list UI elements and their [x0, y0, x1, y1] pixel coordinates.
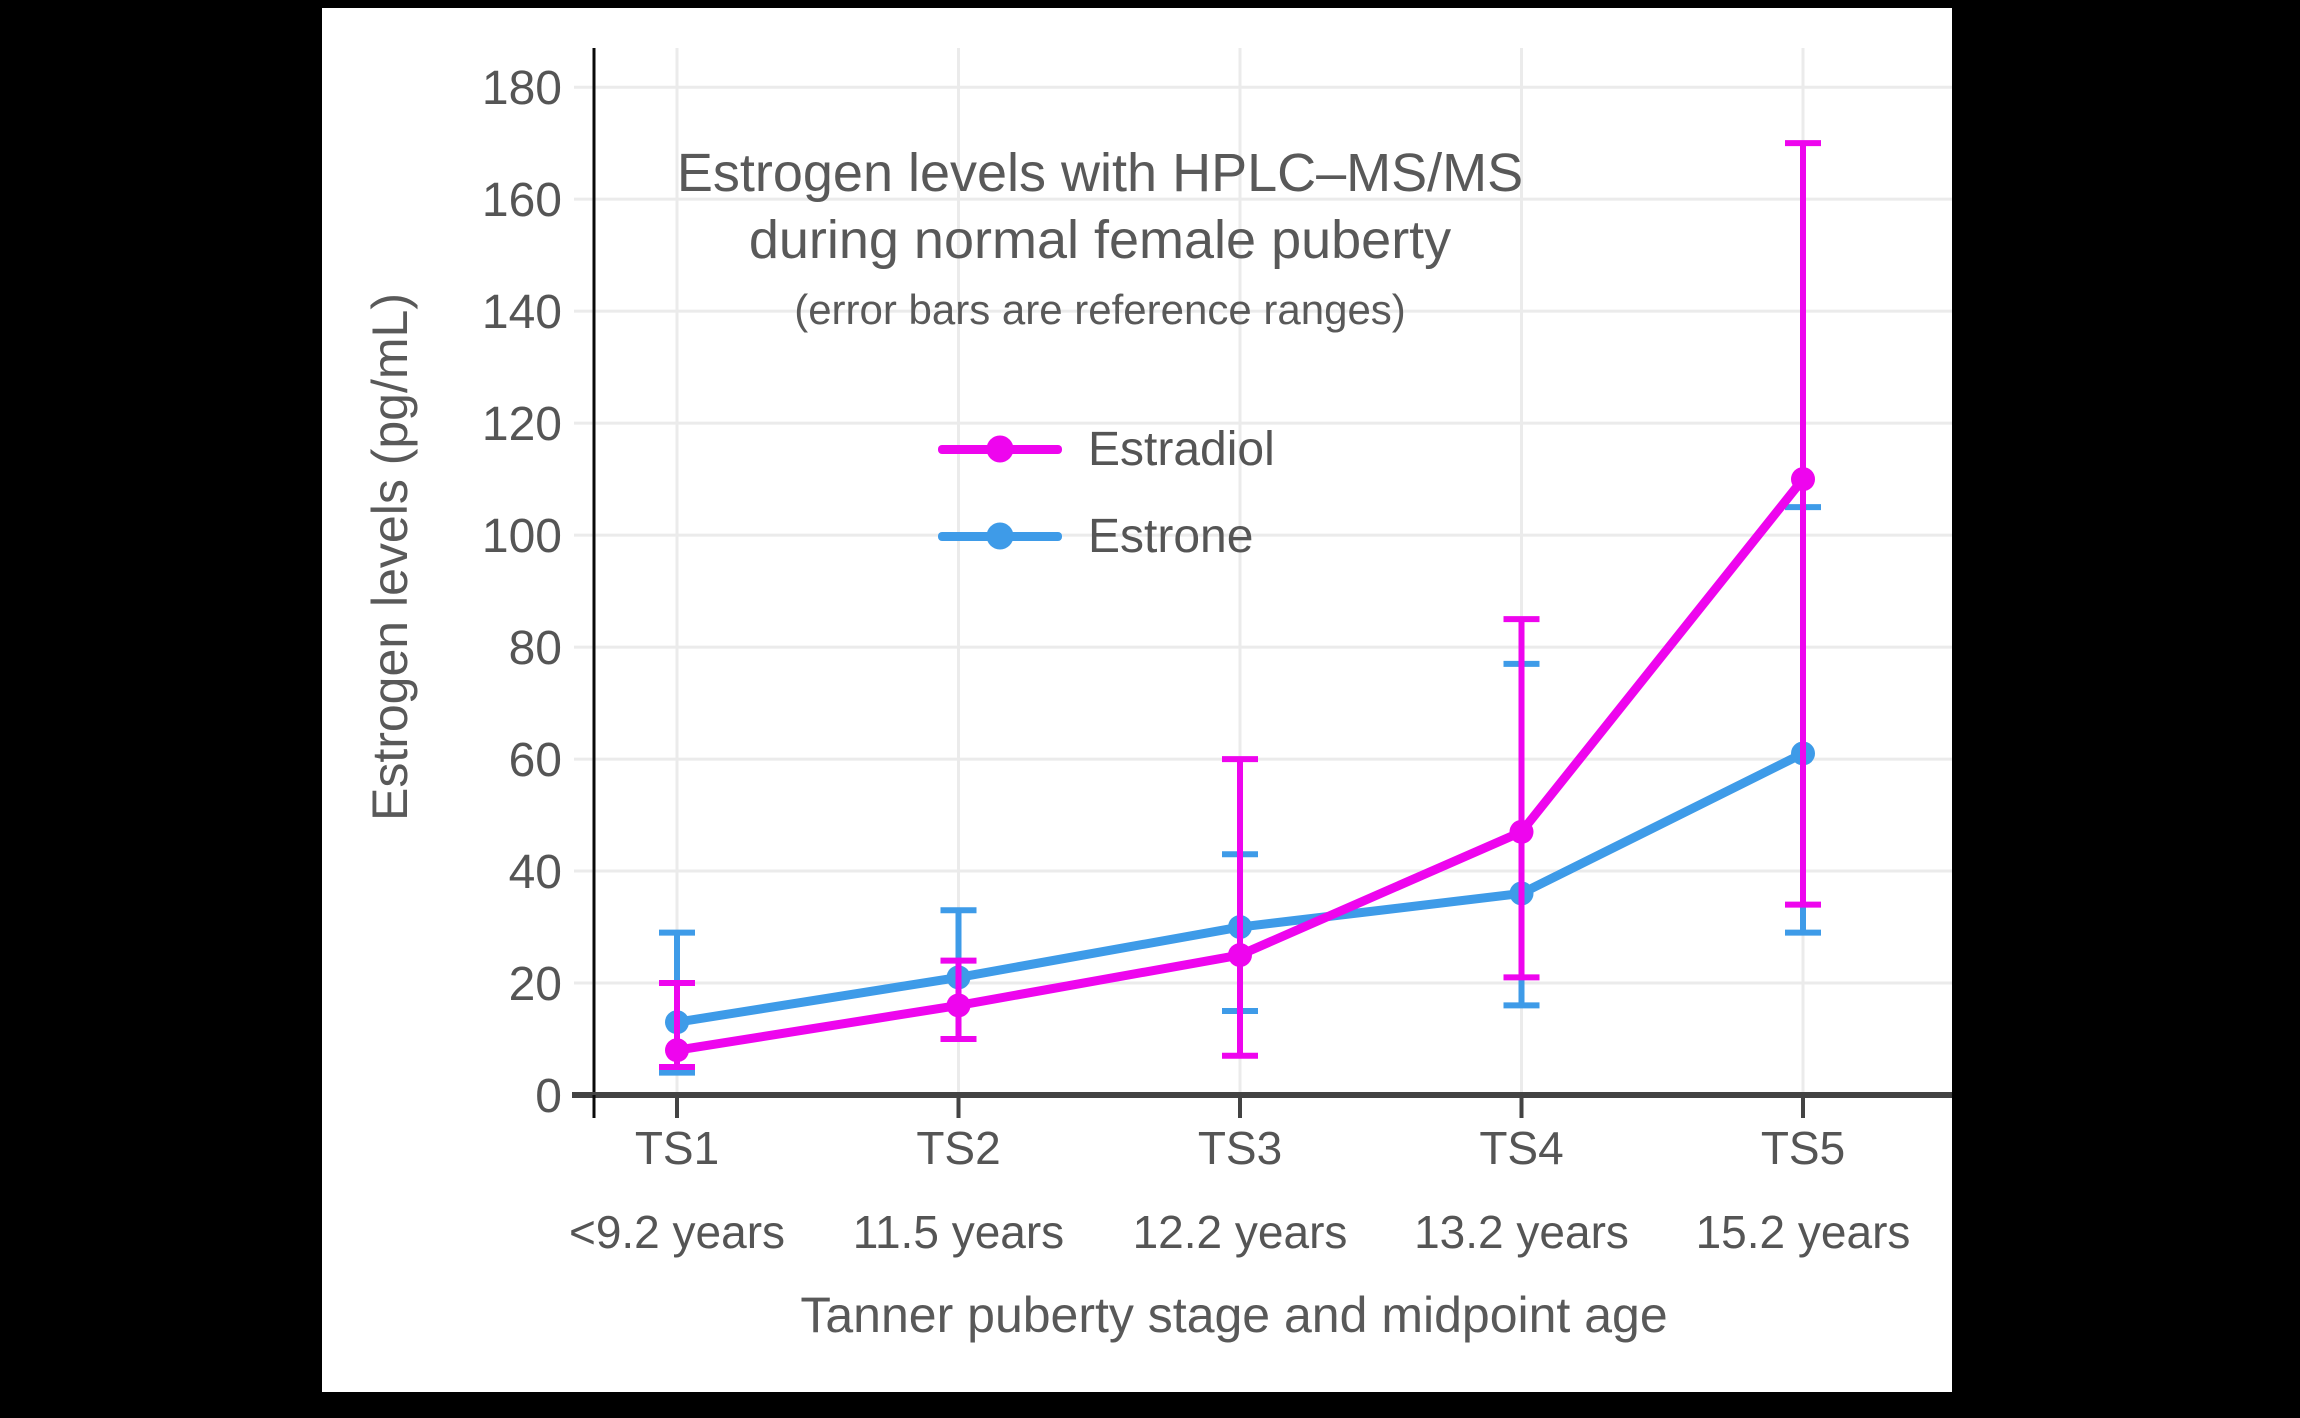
x-tick-label-age: 15.2 years [1696, 1206, 1911, 1258]
chart-title-line2: during normal female puberty [748, 210, 1452, 270]
x-tick-label-age: 11.5 years [853, 1206, 1064, 1258]
estradiol-point [1509, 819, 1534, 844]
y-tick-label: 140 [482, 286, 562, 339]
y-tick-label: 180 [482, 62, 562, 115]
y-tick-label: 20 [509, 958, 562, 1011]
chart-title: Estrogen levels with HPLC–MS/MS [676, 143, 1524, 203]
y-tick-label: 80 [509, 622, 562, 675]
y-tick-label: 40 [509, 846, 562, 899]
x-tick-label-stage: TS3 [1198, 1122, 1282, 1174]
legend-label-estradiol: Estradiol [1088, 422, 1275, 476]
chart-subtitle: (error bars are reference ranges) [794, 286, 1406, 333]
x-tick-label-stage: TS1 [635, 1122, 719, 1174]
legend-label-estrone: Estrone [1088, 509, 1254, 563]
y-tick-label: 120 [482, 398, 562, 451]
y-tick-label: 60 [509, 734, 562, 787]
legend-item-estradiol[interactable]: Estradiol [938, 418, 1275, 480]
estradiol-point [946, 993, 971, 1018]
estrone-marker-dot [986, 522, 1014, 550]
estradiol-marker-dot [986, 435, 1014, 463]
estradiol-line-swatch [938, 435, 1062, 463]
plot-svg: 0 20 40 60 80 100 120 140 160 180 TS1 <9.2 years TS2… [482, 48, 1952, 1258]
x-tick-label-stage: TS2 [916, 1122, 1000, 1174]
chart-panel: 0 20 40 60 80 100 120 140 160 180 TS1 <9.2 years TS2… [322, 8, 1952, 1392]
x-tick-label-age: 12.2 years [1133, 1206, 1348, 1258]
y-tick-label: 100 [482, 510, 562, 563]
estradiol-point [665, 1038, 689, 1063]
x-tick-label-age: <9.2 years [569, 1206, 785, 1258]
x-tick-label-age: 13.2 years [1414, 1206, 1629, 1258]
x-axis-title: Tanner puberty stage and midpoint age [800, 1287, 1668, 1343]
estradiol-point [1228, 943, 1252, 968]
x-tick-label-stage: TS4 [1479, 1122, 1563, 1174]
estrone-line-swatch [938, 522, 1062, 550]
y-tick-label: 160 [482, 174, 562, 227]
y-tick-label: 0 [535, 1070, 562, 1123]
y-axis-title: Estrogen levels (pg/mL) [362, 293, 418, 822]
legend: Estradiol Estrone [938, 418, 1275, 592]
estradiol-point [1791, 467, 1815, 492]
x-tick-label-stage: TS5 [1761, 1122, 1845, 1174]
legend-item-estrone[interactable]: Estrone [938, 505, 1275, 567]
